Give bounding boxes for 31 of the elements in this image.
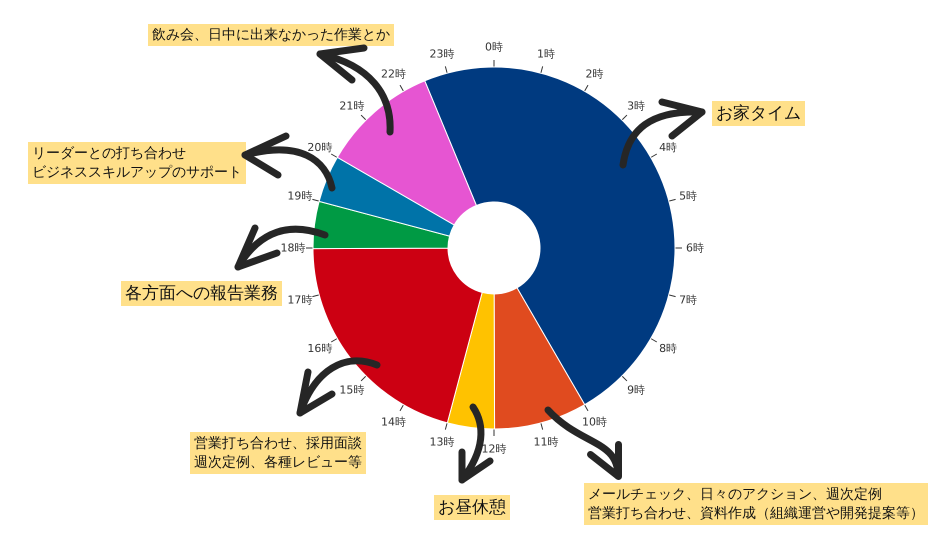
text: 16時 [307, 342, 332, 355]
slice-label: お家タイム [716, 104, 801, 124]
slice-label: 営業打ち合わせ、採用面談週次定例、各種レビュー等 [194, 436, 362, 470]
text: 6時 [686, 242, 704, 254]
text: 20時 [307, 141, 332, 154]
text: 5時 [679, 189, 698, 202]
text: 17時 [287, 294, 312, 307]
text: 19時 [287, 189, 312, 202]
text: 15時 [339, 384, 364, 397]
slice-label: リーダーとの打ち合わせビジネススキルアップのサポート [32, 146, 242, 180]
text: 11時 [534, 436, 559, 449]
text: 18時 [280, 242, 306, 254]
text: 0時 [485, 40, 503, 54]
text: 8時 [659, 342, 678, 355]
text: 13時 [429, 436, 454, 449]
text: 4時 [659, 141, 678, 154]
text: 9時 [627, 384, 646, 397]
slice-label: 各方面への報告業務 [125, 284, 278, 304]
text: 14時 [381, 416, 406, 429]
text: 12時 [482, 442, 506, 456]
text: 23時 [429, 47, 454, 60]
text: 7時 [679, 294, 698, 307]
text: 1時 [537, 47, 556, 60]
text: 10時 [582, 416, 607, 429]
text: 22時 [381, 67, 406, 80]
slice-label: お昼休憩 [438, 498, 506, 518]
slice-label: メールチェック、日々のアクション、週次定例営業打ち合わせ、資料作成（組織運営や開発提案等） [588, 486, 924, 522]
slice-label: 飲み会、日中に出来なかった作業とか [152, 27, 390, 43]
text: 3時 [627, 99, 646, 112]
text: 21時 [339, 99, 364, 112]
text: 2時 [586, 67, 604, 80]
